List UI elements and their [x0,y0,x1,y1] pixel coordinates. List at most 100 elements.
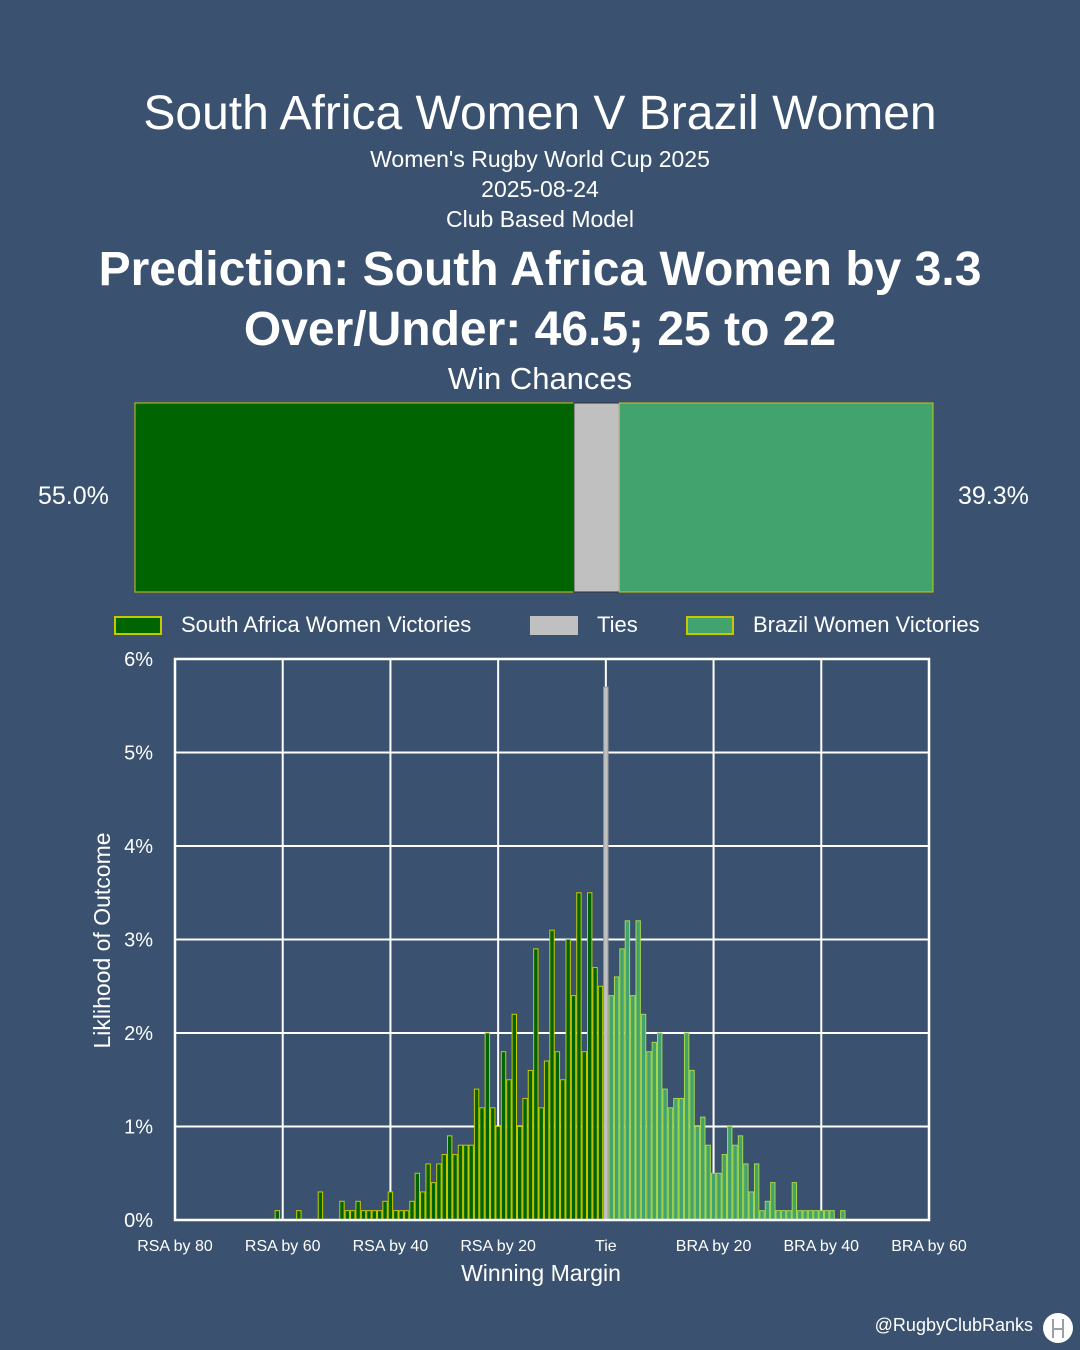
legend-label-home: South Africa Women Victories [181,612,472,637]
home-win-percent: 55.0% [38,482,109,510]
footer-handle: @RugbyClubRanks [874,1315,1033,1335]
histogram-bar [398,1210,404,1221]
histogram-bar [479,1107,485,1221]
histogram-bar [667,1107,674,1221]
histogram-bar [414,1172,421,1221]
x-tick-label: RSA by 20 [460,1238,536,1255]
histogram-bar [840,1210,846,1221]
win-bar-home [134,402,575,593]
y-axis-label: Liklihood of Outcome [89,832,115,1048]
histogram-bar [516,1126,523,1221]
histogram-bar [376,1210,383,1221]
y-tick-label: 6% [124,649,153,671]
histogram-bar [807,1210,814,1221]
histogram-bar [646,1051,652,1221]
histogram-bar [780,1210,787,1221]
win-chances-title: Win Chances [447,361,633,396]
histogram-bar [624,920,631,1221]
page-title: South Africa Women V Brazil Women [143,87,937,140]
histogram-bar [446,1135,453,1221]
histogram-bar [786,1210,792,1221]
histogram-bar [317,1191,324,1221]
histogram-bar [543,1060,550,1221]
plot-frame [173,657,931,1222]
y-tick-label: 4% [124,836,153,858]
histogram-bar [420,1191,426,1221]
legend-label-tie: Ties [597,612,638,637]
histogram-bar [630,995,636,1221]
histogram-bar [430,1182,437,1221]
histogram-bar [619,948,625,1221]
histogram-bar [409,1200,415,1221]
histogram-bar [533,948,539,1221]
histogram-bar [597,985,604,1221]
histogram-bar [613,976,620,1221]
over-under-text: Over/Under: 46.5; 25 to 22 [243,303,837,356]
histogram-bar [592,967,598,1221]
histogram-bar [587,892,593,1221]
x-tick-label: BRA by 60 [891,1238,967,1255]
histogram-bar [468,1144,474,1221]
chart-legend: South Africa Women Victories Ties Brazil… [0,612,1080,642]
histogram-bar [727,1126,733,1221]
histogram-bar [565,939,571,1221]
histogram-bar [511,1013,517,1221]
histogram-bar [657,1032,663,1221]
histogram-bar [608,995,614,1221]
histogram-bar [770,1182,776,1221]
histogram-bar [797,1210,803,1221]
histogram-bar [366,1210,372,1221]
histogram-bar [371,1210,377,1221]
histogram-bar [554,1051,561,1221]
histogram-bar [732,1144,738,1221]
prediction-text: Prediction: South Africa Women by 3.3 [98,243,982,296]
x-tick-label: BRA by 20 [676,1238,752,1255]
histogram-bar [651,1041,658,1221]
x-tick-label: RSA by 80 [137,1238,213,1255]
histogram-bar [500,1051,507,1221]
histogram-bar [457,1144,464,1221]
histogram-bar [683,1032,690,1221]
histogram-bar [694,1126,701,1221]
legend-item-away: Brazil Women Victories [686,612,980,638]
histogram-bar [527,1069,534,1221]
goalposts-icon [1043,1313,1073,1343]
match-date: 2025-08-24 [481,176,599,202]
histogram-bar [339,1200,345,1221]
histogram-bar [818,1210,824,1221]
x-tick-label: BRA by 40 [783,1238,859,1255]
histogram-bar [382,1200,388,1221]
histogram-bar [710,1172,717,1221]
histogram-bar [296,1210,302,1221]
histogram-bar [673,1097,679,1221]
histogram-bar [829,1210,835,1221]
legend-label-away: Brazil Women Victories [753,612,980,637]
histogram-bar [635,920,641,1221]
histogram-bar [748,1191,754,1221]
x-tick-label: Tie [595,1238,617,1255]
histogram-bar [538,1107,544,1221]
histogram-bar [576,892,582,1221]
legend-item-tie: Ties [530,612,638,638]
histogram-bar [640,1013,647,1221]
win-bar-tie [573,402,620,593]
histogram-bar [753,1163,760,1221]
y-tick-label: 0% [124,1210,153,1232]
histogram-bar [570,995,577,1221]
y-tick-label: 5% [124,743,153,765]
away-win-percent: 39.3% [958,482,1029,510]
histogram-bar [721,1154,728,1221]
histogram-bar [764,1200,771,1221]
x-tick-label: RSA by 40 [353,1238,429,1255]
histogram-bar [823,1210,830,1221]
histogram-bar [452,1154,458,1221]
x-axis-label: Winning Margin [461,1260,621,1286]
y-tick-label: 3% [124,930,153,952]
histogram-bar [737,1135,744,1221]
histogram-bar [743,1163,749,1221]
legend-item-home: South Africa Women Victories [114,612,471,638]
histogram-bar [484,1032,491,1221]
histogram-bar [463,1144,469,1221]
legend-swatch-away [686,615,734,635]
